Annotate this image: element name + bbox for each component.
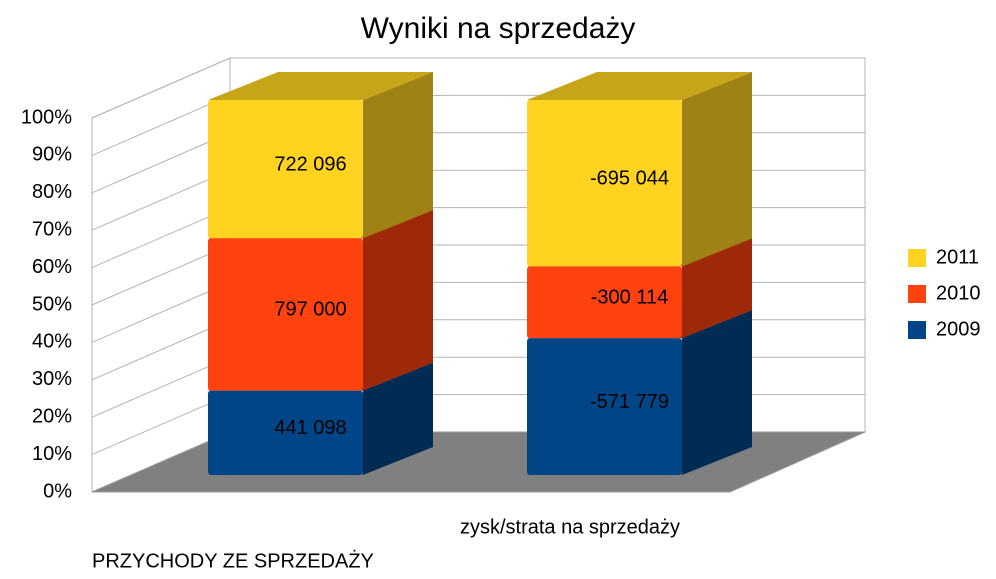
data-label: -571 779 xyxy=(590,391,669,413)
legend-label: 2011 xyxy=(936,246,979,268)
legend-label: 2009 xyxy=(936,318,981,340)
bar xyxy=(527,338,682,475)
data-label: 722 096 xyxy=(274,153,346,175)
y-tick-label: 70% xyxy=(32,218,72,240)
bar-side xyxy=(363,210,433,391)
grid-line xyxy=(91,57,865,119)
y-tick-label: 30% xyxy=(32,368,72,390)
bar-side xyxy=(682,238,752,339)
bar-top xyxy=(208,72,433,100)
bar-side xyxy=(363,72,433,239)
bar xyxy=(527,266,682,339)
y-tick-label: 60% xyxy=(32,256,72,278)
y-tick-label: 90% xyxy=(32,144,72,166)
y-tick-label: 10% xyxy=(32,443,72,465)
data-label: 797 000 xyxy=(274,299,346,321)
x-tick-label: zysk/strata na sprzedaży xyxy=(460,516,680,538)
bar-side xyxy=(363,362,433,475)
x-tick-label: PRZYCHODY ZE SPRZEDAŻY xyxy=(92,549,374,572)
y-tick-label: 0% xyxy=(43,480,72,502)
bar-top xyxy=(527,72,752,100)
bar xyxy=(527,100,682,267)
y-tick-label: 40% xyxy=(32,331,72,353)
bar xyxy=(208,390,363,475)
y-tick-label: 80% xyxy=(32,181,72,203)
data-label: -695 044 xyxy=(590,167,669,189)
y-tick-label: 50% xyxy=(32,293,72,315)
y-tick-label: 20% xyxy=(32,405,72,427)
legend-label: 2010 xyxy=(936,282,981,304)
data-label: 441 098 xyxy=(274,417,346,439)
bar-side xyxy=(682,310,752,475)
y-tick-label: 100% xyxy=(21,106,72,128)
chart-title: Wyniki na sprzedaży xyxy=(361,12,636,45)
legend-swatch xyxy=(908,321,926,339)
bar xyxy=(208,238,363,391)
legend-swatch xyxy=(908,249,926,267)
bar xyxy=(208,100,363,239)
bar-side xyxy=(682,72,752,267)
data-label: -300 114 xyxy=(591,287,668,309)
legend-swatch xyxy=(908,285,926,303)
